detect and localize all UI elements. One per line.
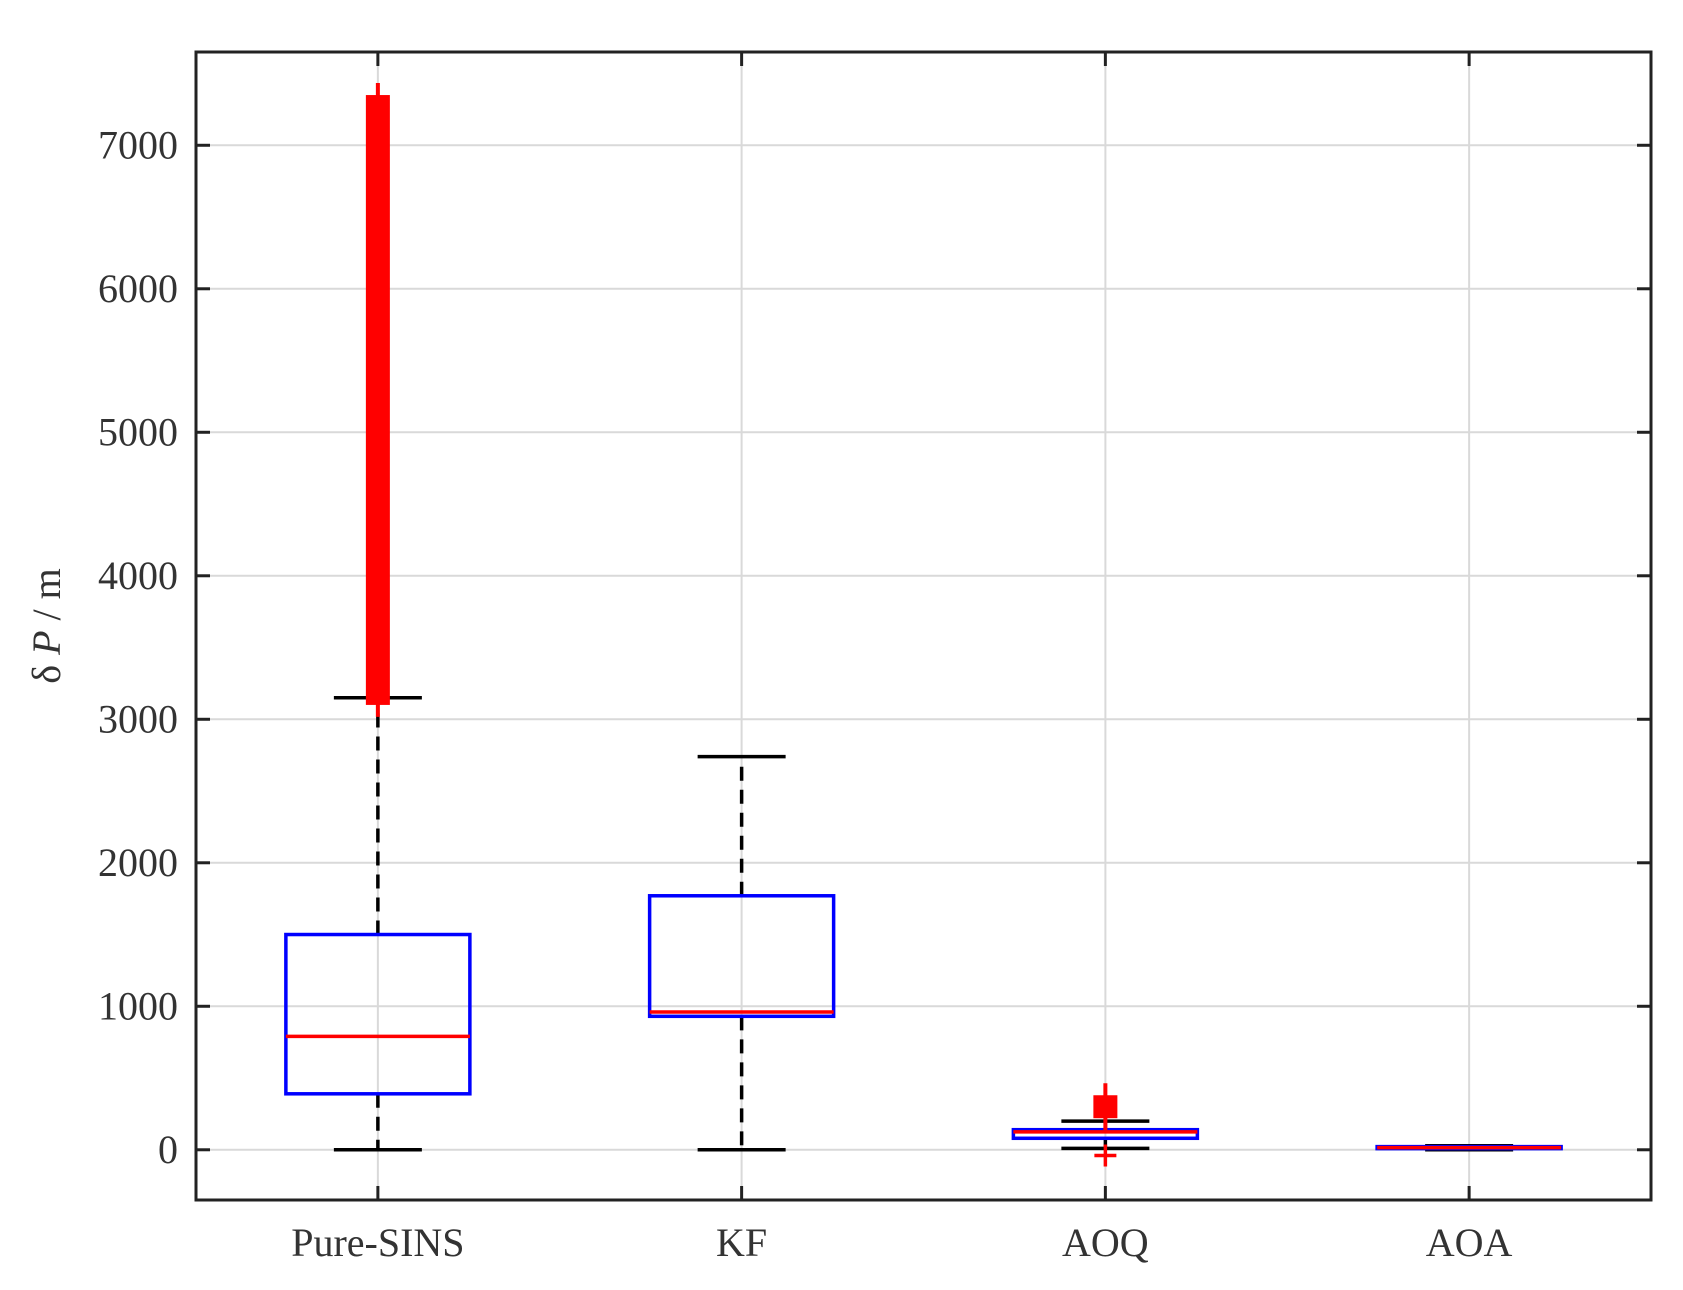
y-tick-label: 0	[158, 1127, 178, 1172]
y-tick-label: 3000	[98, 696, 178, 741]
y-axis-label-var: P	[24, 630, 69, 655]
x-tick-label: AOA	[1426, 1220, 1513, 1265]
y-tick-label: 7000	[98, 122, 178, 167]
box-iqr	[284, 932, 472, 1096]
box-group	[1011, 1083, 1200, 1167]
y-tick-label: 1000	[98, 983, 178, 1028]
grid-lines	[196, 52, 1651, 1200]
x-tick-label: Pure-SINS	[291, 1220, 464, 1265]
plot-frame	[194, 50, 1653, 1202]
box-iqr	[647, 894, 836, 1019]
box-group	[284, 83, 472, 1152]
axes: 0 1000 2000 3000 4000 5000 6000 7000 Pure-SINS KF…	[98, 50, 1653, 1265]
y-axis-label-gap	[24, 655, 69, 665]
y-tick-label: 4000	[98, 553, 178, 598]
y-tick-label: 6000	[98, 266, 178, 311]
box-group	[1375, 1144, 1563, 1152]
y-axis-label: δ P / m	[24, 568, 69, 684]
y-tick-label: 5000	[98, 409, 178, 454]
y-axis-label-symbol: δ	[24, 665, 69, 684]
x-tick-label: AOQ	[1062, 1220, 1149, 1265]
box-group	[647, 754, 836, 1152]
x-tick-label: KF	[716, 1220, 767, 1265]
y-axis-label-unit: / m	[24, 568, 69, 630]
y-tick-label: 2000	[98, 840, 178, 885]
box-series	[284, 83, 1563, 1167]
